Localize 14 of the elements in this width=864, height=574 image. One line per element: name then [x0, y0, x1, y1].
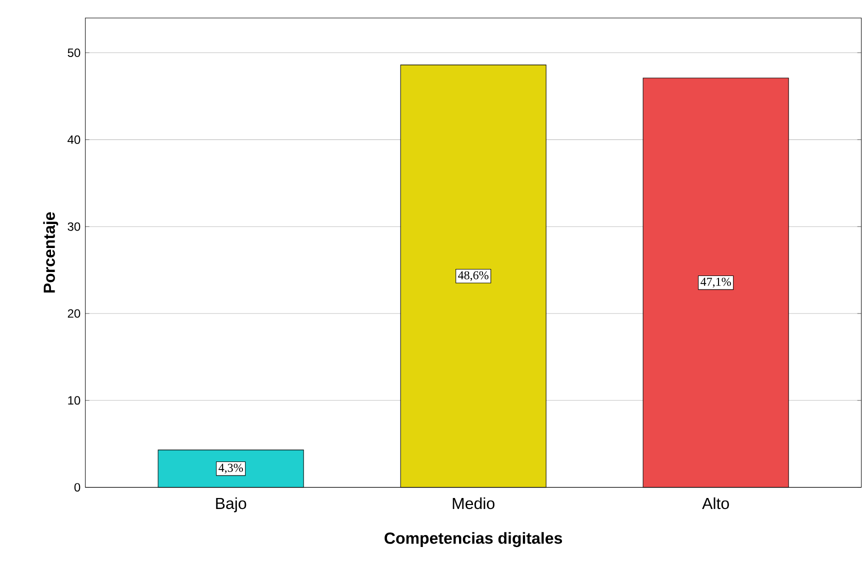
x-axis-title: Competencias digitales — [384, 532, 562, 548]
y-axis-title: Porcentaje — [43, 212, 58, 292]
y-tick-label: 10 — [68, 396, 80, 405]
y-tick-label: 0 — [74, 483, 80, 492]
y-tick-label: 30 — [68, 222, 80, 231]
x-tick-label: Bajo — [216, 497, 246, 512]
data-label: 47,1% — [700, 278, 731, 288]
y-tick-label: 20 — [68, 309, 80, 318]
y-tick-label: 40 — [68, 135, 80, 144]
data-label: 48,6% — [458, 271, 488, 282]
y-tick-label: 50 — [68, 48, 80, 58]
x-tick-label: Alto — [702, 497, 729, 510]
x-tick-label: Medio — [452, 497, 494, 510]
data-label: 4,3% — [218, 464, 243, 474]
